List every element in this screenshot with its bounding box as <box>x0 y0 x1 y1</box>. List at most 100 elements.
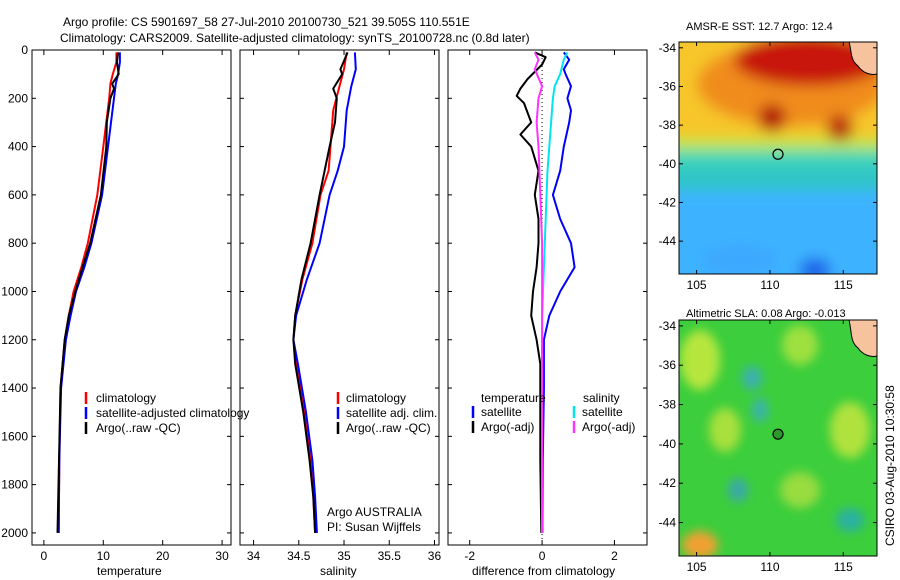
sst-hot-core <box>734 42 877 86</box>
footer-credit: CSIRO 03-Aug-2010 10:30:58 <box>883 385 897 546</box>
x-tick-label: 20 <box>156 549 170 563</box>
y-tick-label: 2000 <box>1 526 28 540</box>
temperature-panel: 0 200 400 600 800 1000 1200 1400 1600 1800 2000 0 1… <box>1 43 249 578</box>
legend-label-argo: Argo(..raw -QC) <box>96 421 181 435</box>
lat-tick-label: -38 <box>659 398 677 412</box>
x-tick-label: 0 <box>539 549 546 563</box>
lat-tick-label: -36 <box>659 79 677 93</box>
x-tick-label: 34 <box>247 549 261 563</box>
x-tick-label: 2 <box>611 549 618 563</box>
temperature-series <box>56 52 121 533</box>
x-tick-label: 30 <box>215 549 229 563</box>
x-tick-label: 35 <box>337 549 351 563</box>
y-tick-label: 1000 <box>1 284 28 298</box>
legend-header-salinity: salinity <box>583 391 620 405</box>
sla-low-4 <box>836 508 864 532</box>
y-tick-label: 800 <box>8 236 28 250</box>
series-line-satellite <box>292 52 357 533</box>
series-line-salinity-satellite <box>541 51 569 533</box>
series-line-salinity-argo <box>533 51 544 533</box>
salinity-series <box>292 52 357 533</box>
sla-high-1 <box>680 330 720 390</box>
sla-map-title: Altimetric SLA: 0.08 Argo: -0.013 <box>686 308 846 320</box>
difference-legend: temperature salinity satellite Argo(-adj… <box>471 391 635 434</box>
lon-tick-label: 110 <box>760 560 779 574</box>
float-position-marker <box>772 148 784 160</box>
temperature-axes-frame <box>31 49 232 546</box>
y-tick-label: 1400 <box>1 381 28 395</box>
sst-cold-spot <box>799 258 831 274</box>
sla-high-4 <box>830 402 870 458</box>
temperature-legend: climatology satellite-adjusted climatolo… <box>84 391 249 435</box>
sla-field <box>679 320 877 556</box>
lon-tick-label: 105 <box>687 278 707 292</box>
sst-field <box>679 42 877 274</box>
legend-header-temperature: temperature <box>481 391 546 405</box>
sst-front-lower <box>679 148 877 166</box>
sla-map-frame <box>678 319 878 557</box>
sla-lat-axis: -34 -36 -38 -40 -42 -44 <box>659 319 877 530</box>
legend-label-satellite: satellite adj. clim. <box>346 406 437 420</box>
lat-tick-label: -40 <box>659 157 677 171</box>
sst-eddy-east <box>827 115 853 141</box>
salinity-axis: 34 34.5 35 35.5 36 <box>240 49 441 563</box>
series-line-argo <box>292 52 349 533</box>
sst-eddy-west <box>758 104 786 132</box>
temperature-axis: 0 10 20 30 <box>32 49 231 563</box>
australia-coast <box>848 320 877 357</box>
sla-low-3 <box>728 478 748 502</box>
sst-lon-axis: 105 110 115 <box>687 42 853 292</box>
lat-tick-label: -44 <box>659 234 677 248</box>
series-line-satellite <box>57 52 121 533</box>
difference-panel: -2 0 2 temperature salinity satellite Argo… <box>447 49 648 578</box>
x-tick-label: 35.5 <box>378 549 402 563</box>
lat-tick-label: -42 <box>659 476 677 490</box>
annotation-argo-australia: Argo AUSTRALIA <box>327 505 422 519</box>
lat-tick-label: -42 <box>659 195 677 209</box>
sla-high-5 <box>780 472 820 508</box>
series-line-temperature-satellite <box>541 51 576 533</box>
legend-label-climatology: climatology <box>346 391 406 405</box>
lat-tick-label: -44 <box>659 516 677 530</box>
y-tick-label: 1800 <box>1 478 28 492</box>
y-tick-label: 1200 <box>1 333 28 347</box>
title-line-1: Argo profile: CS 5901697_58 27-Jul-2010 … <box>63 15 470 29</box>
sla-map: Altimetric SLA: 0.08 Argo: -0.013 -34 -36… <box>659 308 878 574</box>
legend-label-argo: Argo(..raw -QC) <box>346 421 431 435</box>
float-position-marker <box>772 428 784 440</box>
salinity-axis-label: salinity <box>320 564 357 578</box>
lon-tick-label: 115 <box>834 278 853 292</box>
legend-label-sal-satellite: satellite <box>582 405 623 419</box>
y-tick-label: 0 <box>21 43 28 57</box>
difference-axis: -2 0 2 <box>448 49 647 563</box>
lat-tick-label: -34 <box>659 319 677 333</box>
legend-label-temp-satellite: satellite <box>481 405 522 419</box>
sla-high-3 <box>782 325 818 365</box>
sst-map-frame <box>678 41 878 275</box>
y-tick-label: 200 <box>8 91 28 105</box>
australia-coast <box>848 42 877 75</box>
salinity-panel: 34 34.5 35 35.5 36 climatology satellite adj… <box>239 49 441 578</box>
y-tick-label: 400 <box>8 140 28 154</box>
x-tick-label: 0 <box>41 549 48 563</box>
sla-lon-axis: 105 110 115 <box>687 320 853 574</box>
lat-tick-label: -36 <box>659 358 677 372</box>
x-tick-label: 34.5 <box>287 549 311 563</box>
difference-axes-frame <box>447 49 648 546</box>
legend-label-sal-argo: Argo(-adj) <box>582 420 635 434</box>
legend-label-satellite: satellite-adjusted climatology <box>96 406 249 420</box>
lon-tick-label: 110 <box>760 278 779 292</box>
sst-map-title: AMSR-E SST: 12.7 Argo: 12.4 <box>686 21 833 33</box>
annotation-pi: PI: Susan Wijffels <box>327 520 421 534</box>
series-line-climatology <box>292 52 348 533</box>
sla-low-1 <box>742 366 762 390</box>
y-tick-label: 1600 <box>1 429 28 443</box>
sla-high-6 <box>682 531 718 556</box>
sst-lat-axis: -34 -36 -38 -40 -42 -44 <box>659 41 877 248</box>
sla-high-2 <box>709 408 741 452</box>
salinity-legend: climatology satellite adj. clim. Argo(..… <box>336 391 437 435</box>
sla-low-2 <box>752 398 768 422</box>
legend-label-temp-argo: Argo(-adj) <box>481 420 534 434</box>
lat-tick-label: -38 <box>659 118 677 132</box>
